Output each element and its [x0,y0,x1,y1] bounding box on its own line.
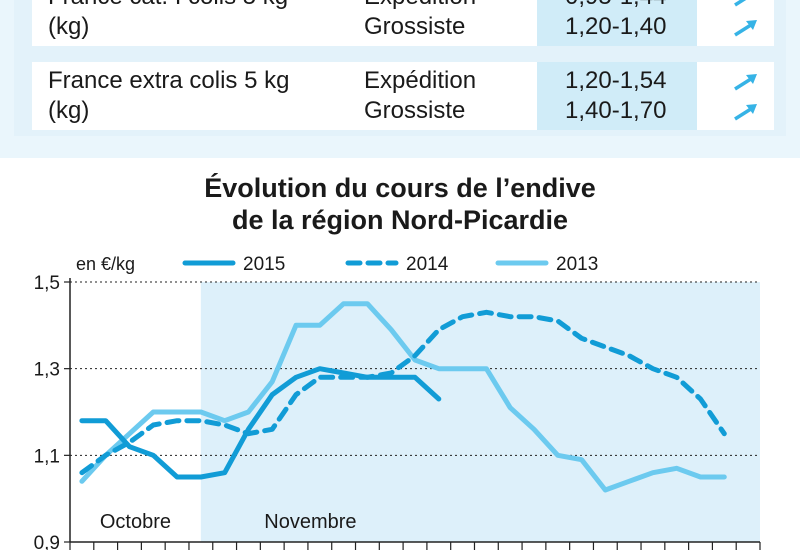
table-row: France cat. I colis 5 kg (kg) Expédition… [32,0,774,46]
chart-subtitle: de la région Nord-Picardie [231,205,569,235]
product-unit: (kg) [48,13,90,40]
period-label: Octobre [100,511,171,533]
price-range: 0,95-1,44 [565,0,666,12]
up-arrow-icon [734,74,757,91]
stage-label: Grossiste [364,97,466,124]
stage-cell: Expédition Grossiste [332,0,532,46]
chart-title: Évolution du cours de l’endive [204,173,596,203]
series-line-2015 [79,366,442,480]
product-cell: France extra colis 5 kg (kg) [32,62,314,130]
y-tick-label: 1,5 [34,273,60,294]
y-tick-label: 1,3 [34,360,60,381]
period-label: Novembre [264,511,356,533]
up-arrow-icon [734,104,757,121]
trend-cell [720,0,774,46]
price-cell: 1,20-1,54 1,40-1,70 [537,62,697,130]
price-range: 1,20-1,40 [565,13,667,40]
legend-label: 2015 [243,254,285,275]
y-axis-label: en €/kg [76,254,135,274]
price-range: 1,20-1,54 [565,67,667,94]
legend-label: 2014 [406,254,449,275]
product-name: France cat. I colis 5 kg [48,0,288,12]
up-arrow-icon [734,0,747,7]
stage-label: Grossiste [364,13,466,40]
stage-label: Expédition [364,67,477,94]
y-tick-label: 0,9 [34,533,60,550]
up-arrow-icon [734,20,757,37]
legend-label: 2013 [556,254,598,275]
price-cell: 0,95-1,44 1,20-1,40 [537,0,697,46]
stage-label: Expédition [364,0,476,12]
table-row: France extra colis 5 kg (kg) Expédition … [32,62,774,130]
price-range: 1,40-1,70 [565,97,667,124]
product-cell: France cat. I colis 5 kg (kg) [32,0,314,46]
product-name: France extra colis 5 kg [48,67,290,94]
trend-cell [720,62,774,130]
series-line-2014 [79,309,727,476]
stage-cell: Expédition Grossiste [332,62,532,130]
series-line-2013 [79,301,727,493]
y-tick-label: 1,1 [34,446,60,467]
product-unit: (kg) [48,97,90,124]
